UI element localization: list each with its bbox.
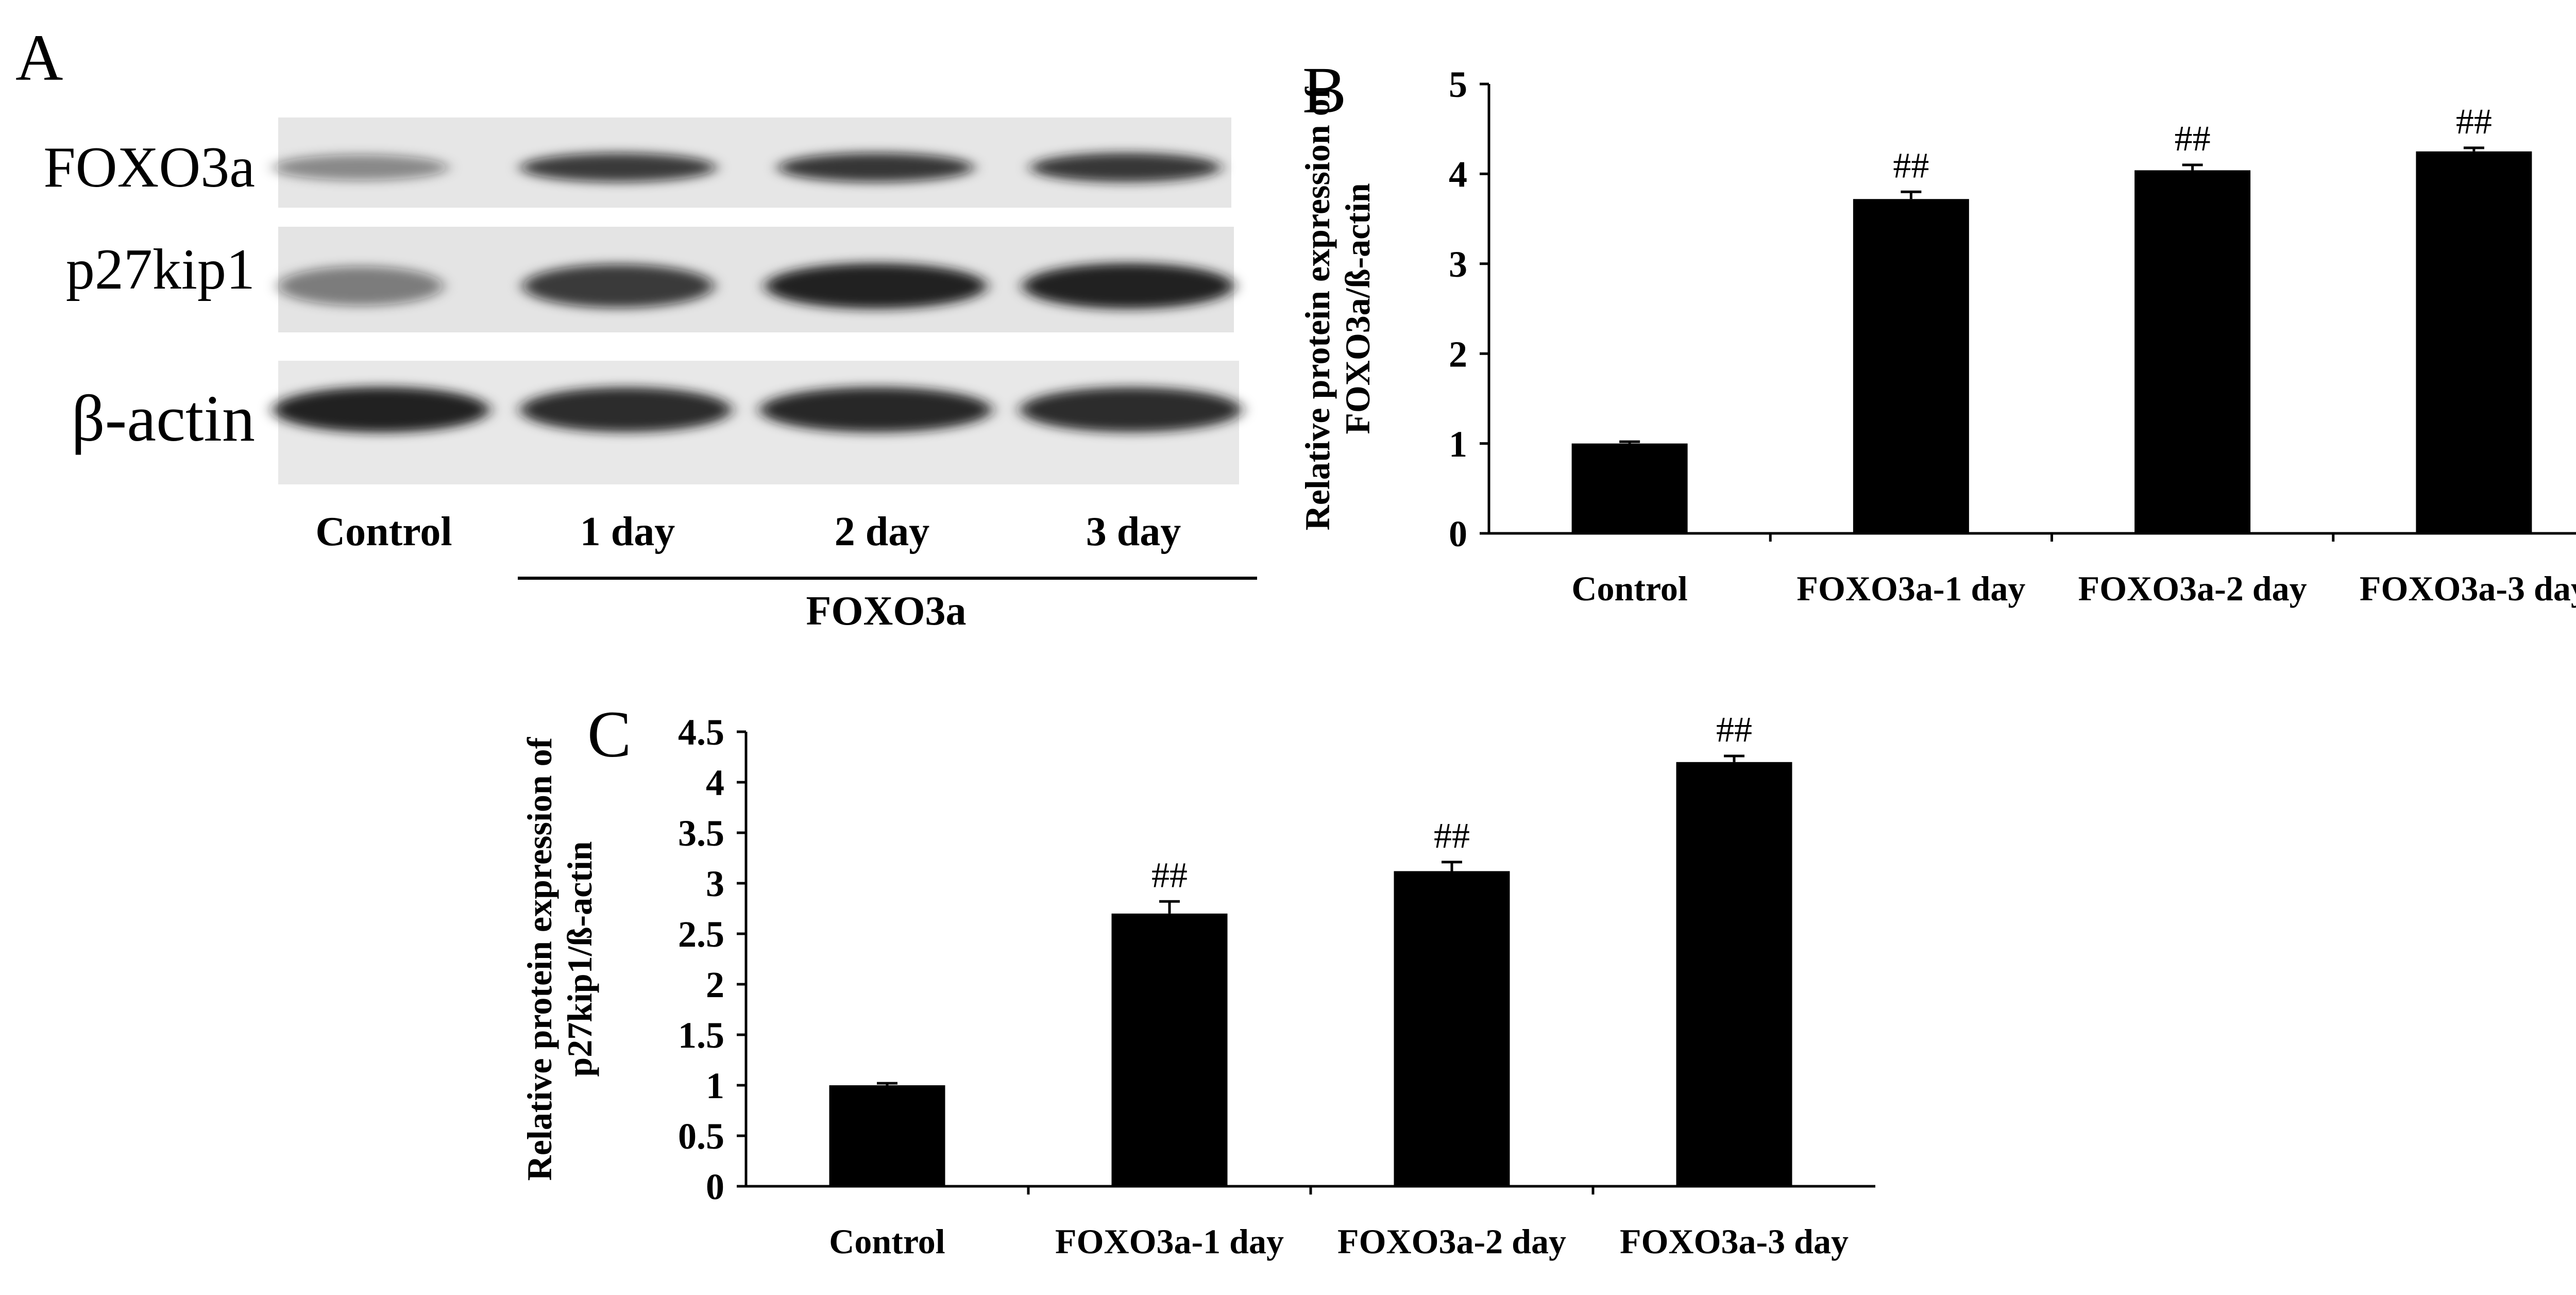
lane-label-control: Control [315, 509, 452, 554]
chart-c-y-tick-label: 4 [706, 762, 724, 803]
chart-c-y-tick-label: 2.5 [678, 914, 724, 955]
chart-b-significance-mark: ## [1893, 146, 1929, 186]
chart-c-y-tick-label: 0 [706, 1166, 724, 1207]
chart-c-category-label: FOXO3a-1 day [1055, 1222, 1284, 1261]
chart-c-category-label: Control [829, 1222, 945, 1261]
blot-band-actin-lane-3 [760, 387, 992, 432]
lane-label-2-day: 2 day [835, 509, 930, 554]
chart-c-y-tick-label: 3 [706, 863, 724, 904]
chart-b-bar-foxo3a-2-day [2134, 170, 2251, 533]
treatment-group-label: FOXO3a [806, 588, 966, 634]
blot-band-actin-lane-4 [1020, 387, 1242, 432]
chart-b-significance-mark: ## [2175, 119, 2211, 159]
panel-b-letter: B [1302, 54, 1346, 127]
blot-row-label-p27kip1: p27kip1 [66, 238, 255, 301]
western-blot-panel: A FOXO3a p27kip1 β-actin Control 1 day 2… [15, 21, 1257, 634]
chart-c-bar-foxo3a-1-day [1111, 913, 1228, 1186]
chart-b-y-tick-label: 5 [1449, 64, 1467, 105]
panel-c-letter: C [587, 698, 631, 771]
chart-b-y-tick-label: 0 [1449, 513, 1467, 554]
chart-c-significance-mark: ## [1716, 710, 1752, 750]
lane-label-3-day: 3 day [1086, 509, 1181, 554]
chart-c-y-tick-label: 1.5 [678, 1015, 724, 1056]
blot-band-p27kip1-lane-4 [1023, 263, 1234, 309]
chart-c-bar-foxo3a-3-day [1676, 762, 1792, 1186]
chart-b-significance-mark: ## [2456, 102, 2492, 142]
chart-b-category-label: FOXO3a-1 day [1797, 569, 2025, 608]
chart-b-y-axis-label-line: FOXO3a/ß-actin [1338, 183, 1377, 434]
lane-label-1-day: 1 day [580, 509, 675, 554]
blot-band-actin-lane-1 [273, 386, 489, 433]
blot-band-foxo3a-lane-1 [273, 154, 448, 181]
blot-row-label-foxo3a: FOXO3a [43, 136, 255, 199]
blot-band-p27kip1-lane-1 [278, 266, 443, 306]
blot-row-label-beta-actin: β-actin [72, 382, 256, 455]
blot-band-actin-lane-2 [520, 387, 732, 432]
chart-c-category-label: FOXO3a-2 day [1337, 1222, 1566, 1261]
chart-c-category-label: FOXO3a-3 day [1620, 1222, 1849, 1261]
chart-c-y-tick-label: 3.5 [678, 813, 724, 854]
blot-band-p27kip1-lane-2 [523, 264, 714, 308]
chart-b-bar-control [1571, 443, 1688, 533]
chart-b-y-tick-label: 2 [1449, 333, 1467, 375]
chart-c-significance-mark: ## [1151, 855, 1188, 895]
chart-c-y-tick-label: 0.5 [678, 1116, 724, 1157]
chart-b-y-axis-label: Relative protein expression ofFOXO3a/ß-a… [1298, 86, 1377, 530]
chart-b-y-tick-label: 4 [1449, 154, 1467, 195]
chart-c-y-axis-label: Relative protein expression ofp27kip1/ß-… [520, 736, 599, 1181]
chart-c-y-tick-label: 2 [706, 964, 724, 1005]
panel-a-letter: A [15, 21, 63, 94]
chart-b-category-label: FOXO3a-3 day [2360, 569, 2576, 608]
chart-c-y-axis-label-line: p27kip1/ß-actin [560, 841, 599, 1077]
chart-c-significance-mark: ## [1434, 816, 1470, 856]
chart-c-bar-control [829, 1085, 945, 1186]
blot-band-foxo3a-lane-3 [778, 153, 974, 182]
chart-b-foxo3a-expression: B 0 1 2 3 4 5 Control ## FOXO3a-1 day ## FOXO3a-2 … [1298, 54, 2576, 608]
chart-b-y-axis-label-line: Relative protein expression of [1298, 86, 1337, 530]
chart-b-category-label: Control [1571, 569, 1687, 608]
blot-band-p27kip1-lane-3 [765, 263, 987, 309]
chart-c-p27kip1-expression: C 0 0.5 1 1.5 2 2.5 3 3.5 4 4.5 Control ## FOXO3a-1 … [520, 698, 1875, 1261]
chart-b-bar-foxo3a-3-day [2416, 151, 2532, 533]
blot-band-foxo3a-lane-2 [520, 153, 716, 182]
blot-bands [273, 153, 1242, 433]
chart-b-bar-foxo3a-1-day [1853, 199, 1969, 533]
chart-c-y-axis-label-line: Relative protein expression of [520, 736, 559, 1181]
chart-b-y-tick-label: 3 [1449, 244, 1467, 285]
chart-c-bar-foxo3a-2-day [1394, 871, 1510, 1186]
chart-c-y-tick-label: 4.5 [678, 712, 724, 753]
chart-b-y-tick-label: 1 [1449, 424, 1467, 465]
chart-b-category-label: FOXO3a-2 day [2078, 569, 2307, 608]
blot-band-foxo3a-lane-4 [1030, 153, 1221, 182]
chart-c-y-tick-label: 1 [706, 1065, 724, 1106]
